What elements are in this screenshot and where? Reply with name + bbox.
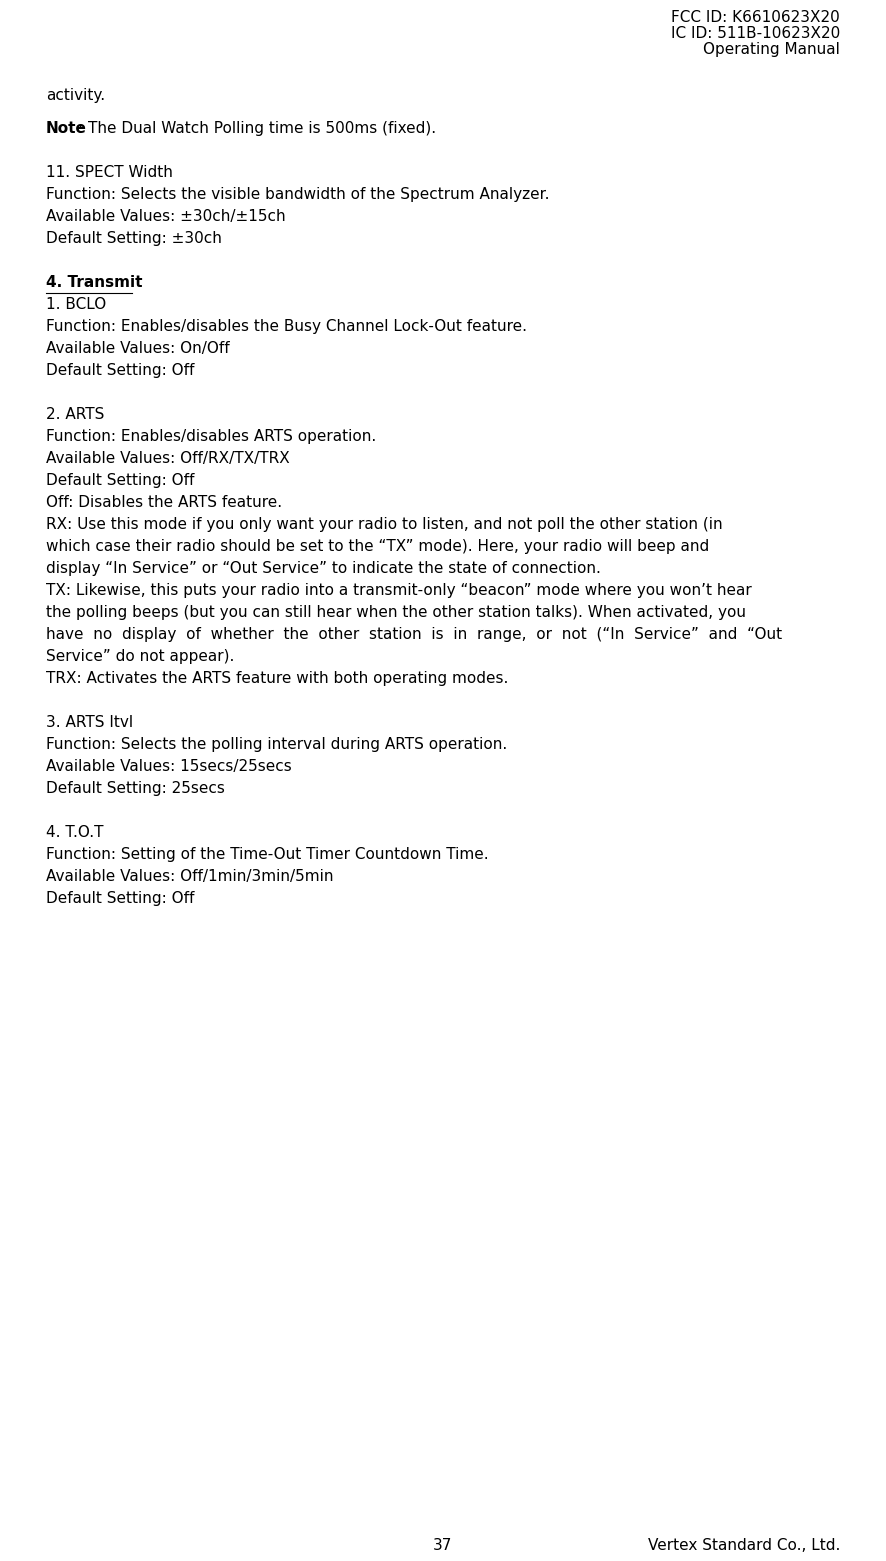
Text: IC ID: 511B-10623X20: IC ID: 511B-10623X20: [671, 27, 840, 41]
Text: Available Values: Off/RX/TX/TRX: Available Values: Off/RX/TX/TRX: [46, 451, 290, 467]
Text: Available Values: Off/1min/3min/5min: Available Values: Off/1min/3min/5min: [46, 869, 333, 884]
Text: Available Values: 15secs/25secs: Available Values: 15secs/25secs: [46, 759, 291, 774]
Text: the polling beeps (but you can still hear when the other station talks). When ac: the polling beeps (but you can still hea…: [46, 606, 746, 620]
Text: 3. ARTS Itvl: 3. ARTS Itvl: [46, 715, 133, 731]
Text: Function: Selects the polling interval during ARTS operation.: Function: Selects the polling interval d…: [46, 737, 508, 752]
Text: Function: Enables/disables the Busy Channel Lock-Out feature.: Function: Enables/disables the Busy Chan…: [46, 318, 527, 334]
Text: 4. Transmit: 4. Transmit: [46, 275, 143, 290]
Text: TX: Likewise, this puts your radio into a transmit-only “beacon” mode where you : TX: Likewise, this puts your radio into …: [46, 582, 751, 598]
Text: Function: Enables/disables ARTS operation.: Function: Enables/disables ARTS operatio…: [46, 429, 377, 443]
Text: Vertex Standard Co., Ltd.: Vertex Standard Co., Ltd.: [648, 1538, 840, 1553]
Text: TRX: Activates the ARTS feature with both operating modes.: TRX: Activates the ARTS feature with bot…: [46, 671, 509, 685]
Text: Available Values: On/Off: Available Values: On/Off: [46, 340, 229, 356]
Text: FCC ID: K6610623X20: FCC ID: K6610623X20: [672, 9, 840, 25]
Text: Function: Selects the visible bandwidth of the Spectrum Analyzer.: Function: Selects the visible bandwidth …: [46, 187, 549, 201]
Text: which case their radio should be set to the “TX” mode). Here, your radio will be: which case their radio should be set to …: [46, 539, 710, 554]
Text: Off: Disables the ARTS feature.: Off: Disables the ARTS feature.: [46, 495, 282, 510]
Text: 37: 37: [433, 1538, 453, 1553]
Text: 1. BCLO: 1. BCLO: [46, 297, 106, 312]
Text: activity.: activity.: [46, 87, 105, 103]
Text: Service” do not appear).: Service” do not appear).: [46, 649, 235, 663]
Text: : The Dual Watch Polling time is 500ms (fixed).: : The Dual Watch Polling time is 500ms (…: [78, 122, 436, 136]
Text: Default Setting: 25secs: Default Setting: 25secs: [46, 780, 225, 796]
Text: Default Setting: ±30ch: Default Setting: ±30ch: [46, 231, 222, 247]
Text: Available Values: ±30ch/±15ch: Available Values: ±30ch/±15ch: [46, 209, 285, 223]
Text: Default Setting: Off: Default Setting: Off: [46, 891, 194, 905]
Text: 11. SPECT Width: 11. SPECT Width: [46, 165, 173, 180]
Text: RX: Use this mode if you only want your radio to listen, and not poll the other : RX: Use this mode if you only want your …: [46, 517, 723, 532]
Text: Note: Note: [46, 122, 87, 136]
Text: Default Setting: Off: Default Setting: Off: [46, 473, 194, 489]
Text: 2. ARTS: 2. ARTS: [46, 407, 105, 421]
Text: Default Setting: Off: Default Setting: Off: [46, 364, 194, 378]
Text: 4. T.O.T: 4. T.O.T: [46, 826, 104, 840]
Text: Function: Setting of the Time-Out Timer Countdown Time.: Function: Setting of the Time-Out Timer …: [46, 848, 488, 862]
Text: Operating Manual: Operating Manual: [703, 42, 840, 58]
Text: display “In Service” or “Out Service” to indicate the state of connection.: display “In Service” or “Out Service” to…: [46, 560, 601, 576]
Text: have  no  display  of  whether  the  other  station  is  in  range,  or  not  (“: have no display of whether the other sta…: [46, 628, 782, 642]
